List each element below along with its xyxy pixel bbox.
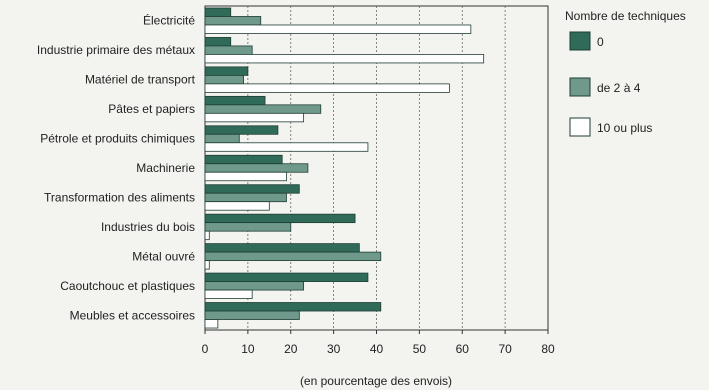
bar-7-1 bbox=[204, 222, 292, 232]
legend-swatch bbox=[569, 77, 591, 97]
legend-swatch bbox=[569, 117, 591, 137]
bar-9-2 bbox=[204, 289, 253, 299]
x-tick-label: 40 bbox=[370, 342, 384, 356]
category-label: Matériel de transport bbox=[85, 73, 196, 87]
bar-4-1 bbox=[204, 133, 240, 144]
bar-1-1 bbox=[204, 45, 253, 55]
bar-4-0 bbox=[204, 125, 279, 135]
category-label: Machinerie bbox=[136, 161, 195, 175]
legend-label: 0 bbox=[597, 35, 604, 49]
plot-area bbox=[204, 5, 549, 331]
bar-5-0 bbox=[204, 154, 283, 165]
bar-9-1 bbox=[204, 281, 305, 291]
x-axis: 0 10 20 30 40 50 60 70 80 bbox=[202, 330, 555, 356]
category-label: Industrie primaire des métaux bbox=[37, 43, 195, 57]
bar-9-0 bbox=[204, 272, 369, 282]
bar-0-2 bbox=[204, 24, 472, 34]
bar-10-1 bbox=[204, 310, 300, 320]
category-label: Électricité bbox=[143, 13, 195, 28]
bar-1-0 bbox=[204, 37, 232, 47]
bar-0-1 bbox=[204, 16, 262, 26]
x-tick-label: 50 bbox=[413, 342, 427, 356]
bar-4-2 bbox=[204, 142, 369, 152]
bar-7-2 bbox=[204, 230, 210, 241]
category-label: Pâtes et papiers bbox=[108, 102, 195, 116]
x-tick-label: 60 bbox=[456, 342, 470, 356]
category-label: Pétrole et produits chimiques bbox=[40, 132, 195, 146]
bar-0-0 bbox=[204, 7, 232, 17]
bar-8-2 bbox=[204, 260, 210, 270]
category-label: Métal ouvré bbox=[132, 249, 195, 263]
bar-2-1 bbox=[204, 74, 244, 85]
bar-5-1 bbox=[204, 163, 309, 173]
x-tick-label: 10 bbox=[241, 342, 255, 356]
bar-6-2 bbox=[204, 201, 270, 211]
legend: Nombre de techniques 0 de 2 à 4 10 ou plus bbox=[565, 9, 686, 137]
x-tick-label: 20 bbox=[284, 342, 298, 356]
bar-1-2 bbox=[204, 54, 485, 64]
bar-2-2 bbox=[204, 83, 450, 93]
bar-2-0 bbox=[204, 66, 249, 76]
legend-label: de 2 à 4 bbox=[597, 81, 641, 95]
x-tick-label: 80 bbox=[541, 342, 555, 356]
bar-8-1 bbox=[204, 251, 382, 262]
x-axis-title: (en pourcentage des envois) bbox=[300, 374, 452, 388]
bar-6-0 bbox=[204, 184, 300, 194]
bar-10-0 bbox=[204, 302, 382, 312]
legend-label: 10 ou plus bbox=[597, 121, 652, 135]
bar-3-1 bbox=[204, 104, 322, 114]
category-label: Meubles et accessoires bbox=[70, 308, 195, 322]
category-label: Industries du bois bbox=[101, 220, 195, 234]
x-tick-label: 30 bbox=[327, 342, 341, 356]
bar-5-2 bbox=[204, 171, 287, 182]
category-label: Caoutchouc et plastiques bbox=[60, 279, 195, 293]
legend-swatch bbox=[569, 31, 591, 51]
bar-8-0 bbox=[204, 243, 360, 253]
bar-6-1 bbox=[204, 192, 287, 203]
x-tick-label: 70 bbox=[498, 342, 512, 356]
x-tick-label: 0 bbox=[202, 342, 209, 356]
legend-title: Nombre de techniques bbox=[565, 9, 686, 23]
bar-7-0 bbox=[204, 213, 356, 224]
bar-10-2 bbox=[204, 319, 219, 329]
bar-3-0 bbox=[204, 95, 266, 106]
category-labels: Électricité Industrie primaire des métaux… bbox=[37, 13, 196, 323]
bar-3-2 bbox=[204, 112, 305, 123]
category-label: Transformation des aliments bbox=[44, 190, 195, 204]
